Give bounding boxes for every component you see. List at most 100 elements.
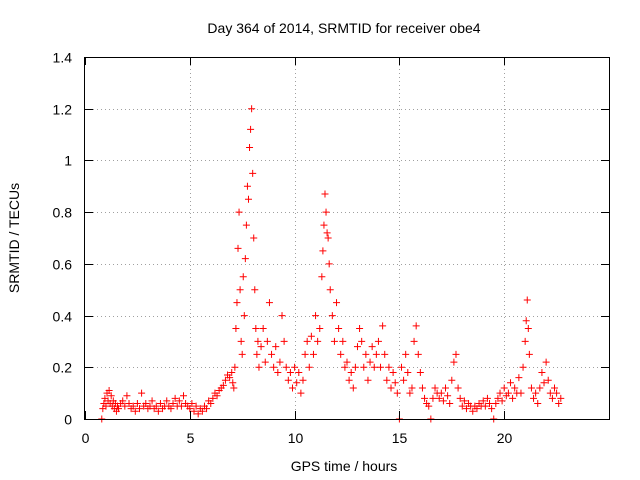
data-point (525, 350, 533, 358)
data-point (544, 376, 552, 384)
data-point (530, 394, 538, 402)
data-point (341, 363, 349, 371)
data-point (532, 389, 540, 397)
data-point (402, 350, 410, 358)
data-point (492, 399, 500, 407)
data-point (406, 389, 414, 397)
data-point (301, 350, 309, 358)
data-point (509, 394, 517, 402)
data-point (243, 182, 251, 190)
data-point (278, 312, 286, 320)
data-point (192, 402, 200, 410)
data-point (226, 374, 234, 382)
data-point (322, 208, 330, 216)
data-point (305, 363, 313, 371)
data-point (360, 363, 368, 371)
data-point (540, 379, 548, 387)
data-point (450, 358, 458, 366)
data-point (486, 399, 494, 407)
data-point (515, 374, 523, 382)
data-point (240, 312, 248, 320)
data-point (414, 350, 422, 358)
y-tick-label: 1.4 (53, 50, 73, 66)
data-point (442, 384, 450, 392)
data-point (230, 384, 238, 392)
data-point (177, 402, 185, 410)
data-point (314, 337, 322, 345)
data-point (129, 402, 137, 410)
data-point (138, 389, 146, 397)
data-point (421, 394, 429, 402)
data-point (198, 407, 206, 415)
data-point (500, 384, 508, 392)
data-point (557, 394, 565, 402)
data-point (481, 402, 489, 410)
data-point (291, 363, 299, 371)
data-point (368, 343, 376, 351)
y-tick-label: 1 (64, 153, 72, 169)
y-tick-label: 0.2 (53, 360, 73, 376)
data-point (351, 363, 359, 371)
data-point (238, 350, 246, 358)
y-tick-label: 0 (64, 412, 72, 428)
data-point (326, 286, 334, 294)
data-point (452, 350, 460, 358)
data-point (437, 389, 445, 397)
data-point (148, 397, 156, 405)
data-point (293, 379, 301, 387)
data-point (389, 368, 397, 376)
data-point (546, 389, 554, 397)
data-point (511, 384, 519, 392)
data-point (374, 337, 382, 345)
data-point (517, 389, 525, 397)
data-point (536, 384, 544, 392)
data-point (391, 379, 399, 387)
data-point (343, 358, 351, 366)
data-point (242, 221, 250, 229)
data-point (297, 389, 305, 397)
data-point (239, 273, 247, 281)
data-point (253, 350, 261, 358)
data-point (488, 405, 496, 413)
data-point (337, 350, 345, 358)
data-point (366, 358, 374, 366)
data-point (194, 410, 202, 418)
data-point (521, 337, 529, 345)
data-point (131, 407, 139, 415)
axis-ticks: 0 0.2 0.4 0.6 0.8 1 1.2 1.4 0 5 10 15 20 (53, 50, 609, 446)
data-point (229, 379, 237, 387)
data-point (372, 350, 380, 358)
data-point (263, 337, 271, 345)
data-point (163, 397, 171, 405)
data-point (385, 363, 393, 371)
data-point (460, 397, 468, 405)
data-point (473, 405, 481, 413)
data-point (248, 105, 256, 113)
data-point (249, 169, 257, 177)
data-point (231, 363, 239, 371)
data-point (261, 358, 269, 366)
data-point (255, 363, 263, 371)
data-point (107, 392, 115, 400)
data-point (324, 234, 332, 242)
data-point (247, 125, 255, 133)
data-point (446, 399, 454, 407)
data-point (259, 325, 267, 332)
data-point (133, 399, 141, 407)
data-point (523, 296, 531, 304)
data-point (123, 392, 131, 400)
data-point (207, 399, 215, 407)
data-point (125, 399, 133, 407)
data-point (320, 221, 328, 229)
data-point (251, 286, 259, 294)
data-point (241, 255, 249, 263)
data-point (119, 397, 127, 405)
data-point (121, 402, 129, 410)
x-tick-label: 20 (497, 430, 513, 446)
data-point (522, 317, 530, 325)
data-point (542, 358, 550, 366)
data-point (412, 322, 420, 330)
data-point (534, 399, 542, 407)
data-point (519, 363, 527, 371)
data-point (462, 405, 470, 413)
